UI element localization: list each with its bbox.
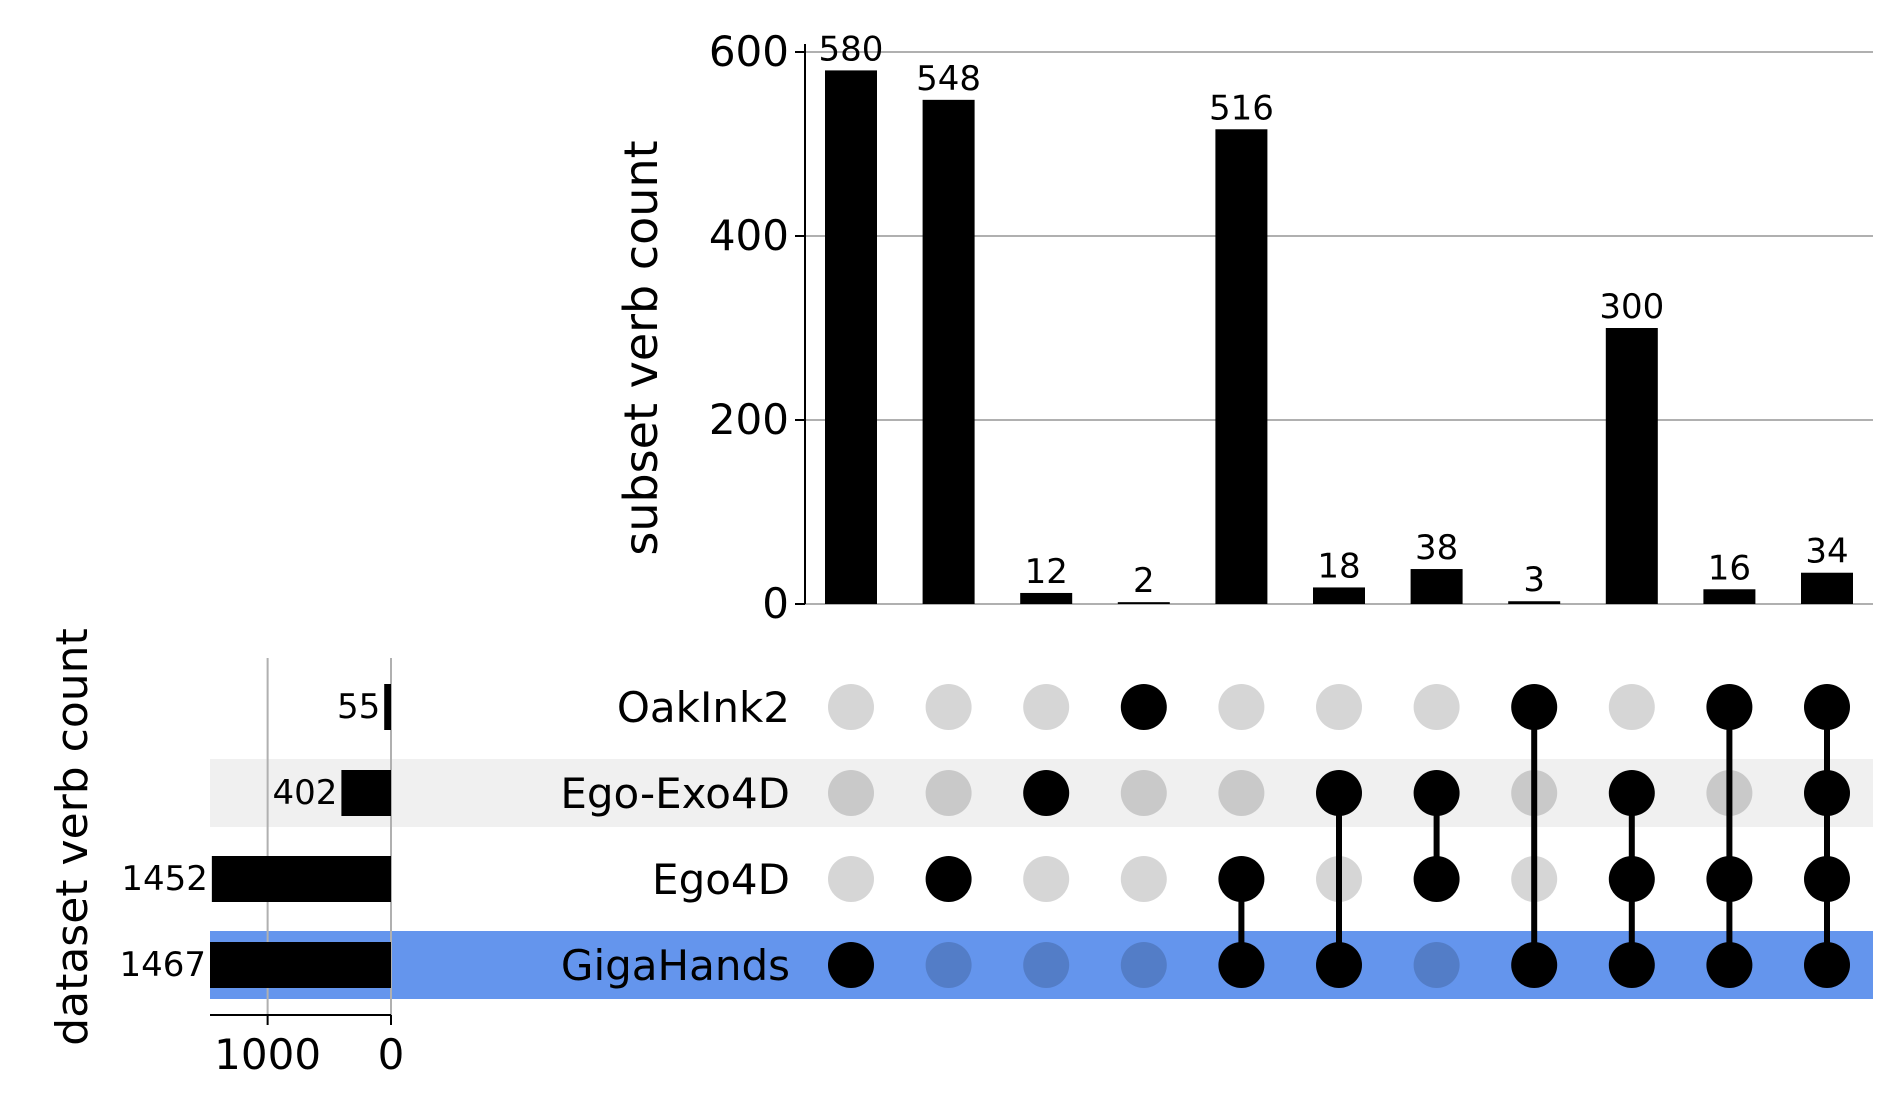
matrix-dot-10-gigahands bbox=[1804, 942, 1850, 988]
matrix-dot-7-ego4d bbox=[1511, 856, 1558, 902]
set-name-gigahands: GigaHands bbox=[561, 941, 790, 990]
matrix-dot-6-gigahands bbox=[1413, 942, 1460, 988]
matrix-dot-9-gigahands bbox=[1706, 942, 1753, 988]
bar-y-axis-label: subset verb count bbox=[614, 140, 668, 555]
bar-value-label-5: 18 bbox=[1317, 546, 1360, 586]
bar-y-tick-label-200: 200 bbox=[709, 395, 789, 444]
matrix-dot-4-ego-exo4d bbox=[1218, 770, 1265, 816]
matrix-dot-9-ego4d bbox=[1706, 856, 1753, 902]
bar-value-label-10: 34 bbox=[1805, 532, 1848, 572]
matrix-dot-4-ego4d bbox=[1218, 856, 1265, 902]
matrix-dot-5-ego4d bbox=[1316, 856, 1362, 902]
set-size-label-ego4d: 1452 bbox=[121, 859, 208, 899]
set-size-label-oakink2: 55 bbox=[337, 687, 380, 727]
intersection-bar-1 bbox=[922, 99, 975, 604]
bar-value-label-6: 38 bbox=[1415, 528, 1458, 568]
matrix-dot-8-ego4d bbox=[1608, 856, 1655, 902]
matrix-dot-0-ego-exo4d bbox=[828, 770, 874, 816]
matrix-dot-7-gigahands bbox=[1511, 942, 1558, 988]
set-size-label-gigahands: 1467 bbox=[119, 945, 206, 985]
bar-value-label-3: 2 bbox=[1133, 561, 1155, 601]
matrix-dot-1-ego-exo4d bbox=[925, 770, 972, 816]
bar-value-label-2: 12 bbox=[1025, 552, 1068, 592]
bar-y-tick-label-600: 600 bbox=[709, 27, 789, 76]
matrix-dot-7-oakink2 bbox=[1511, 684, 1558, 730]
intersection-bar-7 bbox=[1508, 601, 1561, 604]
set-size-bar-oakink2 bbox=[384, 684, 391, 730]
set-name-ego-exo4d: Ego-Exo4D bbox=[560, 769, 790, 818]
matrix-dot-1-gigahands bbox=[925, 942, 972, 988]
matrix-dot-6-ego4d bbox=[1413, 856, 1460, 902]
matrix-dot-3-ego4d bbox=[1120, 856, 1167, 902]
row-band-gigahands bbox=[210, 931, 1873, 999]
set-size-bar-ego-exo4d bbox=[341, 770, 391, 816]
matrix-dot-3-oakink2 bbox=[1120, 684, 1167, 730]
set-size-label-ego-exo4d: 402 bbox=[272, 773, 337, 813]
size-x-tick-label-0: 0 bbox=[378, 1030, 405, 1079]
intersection-bar-8 bbox=[1605, 328, 1658, 604]
matrix-dot-3-ego-exo4d bbox=[1120, 770, 1167, 816]
intersection-bar-10 bbox=[1801, 572, 1853, 604]
bar-y-tick-label-0: 0 bbox=[762, 579, 789, 628]
matrix-dot-2-gigahands bbox=[1023, 942, 1070, 988]
matrix-dot-1-ego4d bbox=[925, 856, 972, 902]
matrix-dot-6-ego-exo4d bbox=[1413, 770, 1460, 816]
intersection-bar-6 bbox=[1410, 569, 1463, 604]
matrix-dot-8-ego-exo4d bbox=[1608, 770, 1655, 816]
bar-y-tick-label-400: 400 bbox=[709, 211, 789, 260]
bar-value-label-1: 548 bbox=[916, 59, 981, 99]
intersection-bar-4 bbox=[1215, 129, 1268, 604]
matrix-dot-10-ego4d bbox=[1804, 856, 1850, 902]
matrix-dot-9-oakink2 bbox=[1706, 684, 1753, 730]
matrix-dot-5-ego-exo4d bbox=[1316, 770, 1362, 816]
matrix-dot-9-ego-exo4d bbox=[1706, 770, 1753, 816]
matrix-dot-0-oakink2 bbox=[828, 684, 874, 730]
matrix-dot-5-oakink2 bbox=[1316, 684, 1362, 730]
bar-value-label-4: 516 bbox=[1209, 88, 1274, 128]
matrix-dot-0-gigahands bbox=[828, 942, 874, 988]
intersection-bar-3 bbox=[1117, 602, 1170, 604]
matrix-dot-6-oakink2 bbox=[1413, 684, 1460, 730]
set-size-bar-ego4d bbox=[211, 856, 391, 902]
matrix-dot-7-ego-exo4d bbox=[1511, 770, 1558, 816]
set-name-ego4d: Ego4D bbox=[652, 855, 790, 904]
matrix-dot-10-oakink2 bbox=[1804, 684, 1850, 730]
matrix-dot-5-gigahands bbox=[1316, 942, 1362, 988]
intersection-bar-9 bbox=[1703, 589, 1756, 604]
size-x-tick-label-1000: 1000 bbox=[214, 1030, 321, 1079]
set-name-oakink2: OakInk2 bbox=[617, 683, 790, 732]
matrix-dot-2-ego4d bbox=[1023, 856, 1070, 902]
matrix-dot-2-oakink2 bbox=[1023, 684, 1070, 730]
matrix-dot-2-ego-exo4d bbox=[1023, 770, 1070, 816]
bar-value-label-7: 3 bbox=[1523, 560, 1545, 600]
set-size-bar-gigahands bbox=[210, 942, 391, 988]
intersection-bar-0 bbox=[825, 70, 877, 604]
bar-value-label-0: 580 bbox=[819, 29, 884, 69]
matrix-dot-4-oakink2 bbox=[1218, 684, 1265, 730]
bar-value-label-9: 16 bbox=[1708, 548, 1751, 588]
matrix-dot-4-gigahands bbox=[1218, 942, 1265, 988]
matrix-dot-3-gigahands bbox=[1120, 942, 1167, 988]
matrix-dot-0-ego4d bbox=[828, 856, 874, 902]
matrix-dot-10-ego-exo4d bbox=[1804, 770, 1850, 816]
bar-value-label-8: 300 bbox=[1599, 287, 1664, 327]
intersection-bar-5 bbox=[1313, 587, 1365, 604]
matrix-dot-8-gigahands bbox=[1608, 942, 1655, 988]
matrix-dot-1-oakink2 bbox=[925, 684, 972, 730]
size-x-axis-label: dataset verb count bbox=[47, 628, 98, 1046]
intersection-bar-2 bbox=[1020, 592, 1073, 604]
matrix-dot-8-oakink2 bbox=[1608, 684, 1655, 730]
